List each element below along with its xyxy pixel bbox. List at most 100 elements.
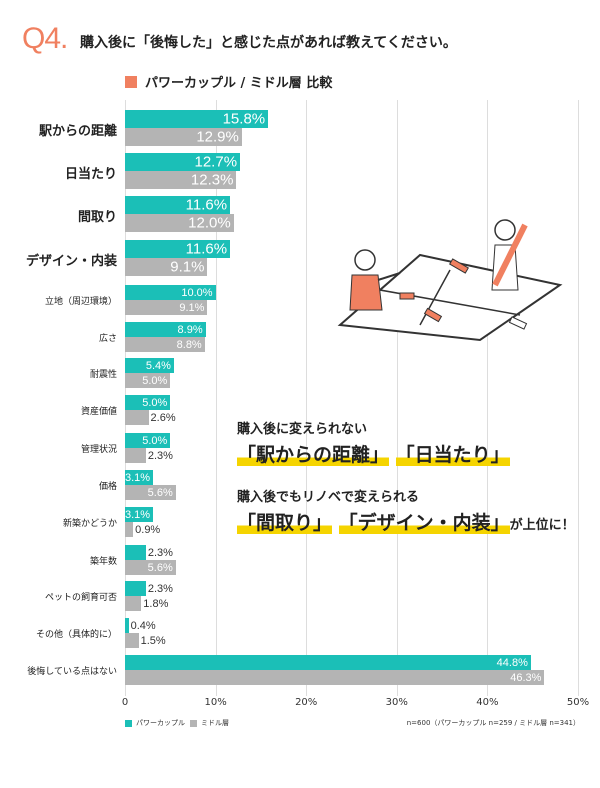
middle-bar: 1.8% xyxy=(125,596,168,611)
power-bar: 0.4% xyxy=(125,618,156,633)
value-label: 11.6% xyxy=(185,196,228,214)
value-label: 12.9% xyxy=(196,128,239,146)
value-label: 12.7% xyxy=(194,153,238,171)
power-bar: 2.3% xyxy=(125,545,173,560)
gridline xyxy=(396,100,398,696)
value-label: 44.8% xyxy=(496,656,528,669)
value-label: 1.5% xyxy=(140,634,166,647)
category-label: 広さ xyxy=(98,333,117,344)
value-label: 5.6% xyxy=(147,561,173,574)
category-label: その他（具体的に） xyxy=(35,629,117,640)
value-label: 12.0% xyxy=(188,214,231,232)
question-number: Q4. xyxy=(22,22,68,55)
value-label: 11.6% xyxy=(185,240,228,258)
highlight-station-distance: 「駅からの距離」 xyxy=(237,444,390,466)
sample-note: n=600（パワーカップル n=259 / ミドル層 n=341） xyxy=(406,719,580,727)
category-label: 管理状況 xyxy=(80,444,117,455)
subtitle-text: パワーカップル / ミドル層 比較 xyxy=(145,76,333,91)
power-bar: 11.6% xyxy=(125,196,231,214)
legend-middle: ミドル層 xyxy=(190,718,229,728)
category-label: 後悔している点はない xyxy=(27,666,117,677)
value-label: 2.6% xyxy=(150,411,176,424)
annotation-line1: 購入後に変えられない xyxy=(237,422,368,437)
category-label: 資産価値 xyxy=(80,406,117,417)
value-label: 15.8% xyxy=(222,110,266,128)
power-bar: 5.0% xyxy=(125,395,171,410)
value-label: 5.0% xyxy=(142,396,168,409)
value-label: 5.4% xyxy=(145,359,171,372)
middle-bar: 5.0% xyxy=(125,373,171,388)
value-label: 2.3% xyxy=(147,582,173,595)
power-bar: 44.8% xyxy=(125,655,531,670)
middle-bar: 5.6% xyxy=(125,485,176,500)
middle-bar: 12.3% xyxy=(125,171,237,189)
legend-power: パワーカップル xyxy=(125,718,185,728)
legend-label-power: パワーカップル xyxy=(136,719,185,727)
value-label: 1.8% xyxy=(143,597,169,610)
x-tick-label: 50% xyxy=(566,697,590,708)
highlight-layout: 「間取り」 xyxy=(237,512,333,534)
category-label: デザイン・内装 xyxy=(25,253,117,269)
value-label: 9.1% xyxy=(179,301,205,314)
category-label: ペットの飼育可否 xyxy=(44,592,117,603)
chart-subtitle: パワーカップル / ミドル層 比較 xyxy=(125,72,332,91)
power-bar: 3.1% xyxy=(125,470,154,485)
power-bar: 3.1% xyxy=(125,507,154,522)
power-bar: 5.0% xyxy=(125,433,171,448)
middle-bar: 2.6% xyxy=(125,410,176,425)
x-tick-label: 0 xyxy=(121,697,129,708)
x-tick-label: 30% xyxy=(385,697,408,708)
power-bar: 5.4% xyxy=(125,358,174,373)
category-label: 築年数 xyxy=(89,556,117,567)
middle-bar: 2.3% xyxy=(125,448,173,463)
value-label: 3.1% xyxy=(125,508,151,521)
x-tick-label: 10% xyxy=(204,697,227,708)
middle-bar: 9.1% xyxy=(125,258,208,276)
middle-bar: 9.1% xyxy=(125,300,208,315)
annotation-highlight2: 「間取り」 「デザイン・内装」が上位に！ xyxy=(237,508,575,535)
category-label: 新築かどうか xyxy=(62,518,117,529)
legend-swatch-middle xyxy=(190,719,197,727)
power-bar: 12.7% xyxy=(125,153,241,171)
middle-bar: 8.8% xyxy=(125,337,205,352)
legend-swatch-power xyxy=(125,719,132,727)
annotation-line2: 購入後でもリノベで変えられる xyxy=(237,490,420,505)
middle-bar: 1.5% xyxy=(125,633,166,648)
value-label: 0.9% xyxy=(135,523,161,536)
value-label: 12.3% xyxy=(190,171,234,189)
category-label: 価格 xyxy=(98,481,117,492)
subtitle-marker-icon xyxy=(125,75,137,88)
power-bar: 10.0% xyxy=(125,285,216,300)
middle-bar: 0.9% xyxy=(125,522,160,537)
x-tick-label: 40% xyxy=(476,697,499,708)
middle-bar: 46.3% xyxy=(125,670,545,685)
value-label: 3.1% xyxy=(125,471,151,484)
gridline xyxy=(578,100,579,696)
annotation-tail: が上位に！ xyxy=(509,518,575,533)
page-title: 購入後に「後悔した」と感じた点があれば教えてください。 xyxy=(80,35,457,51)
annotation-highlight1: 「駅からの距離」 「日当たり」 xyxy=(237,440,510,467)
illustration xyxy=(337,219,563,342)
middle-bar: 5.6% xyxy=(125,560,176,575)
value-label: 8.8% xyxy=(176,338,202,351)
category-label: 立地（周辺環境） xyxy=(44,296,117,307)
value-label: 8.9% xyxy=(177,323,203,336)
legend-label-middle: ミドル層 xyxy=(201,719,229,727)
value-label: 0.4% xyxy=(130,619,156,632)
value-label: 5.0% xyxy=(142,434,168,447)
x-tick-label: 20% xyxy=(295,697,318,708)
value-label: 5.6% xyxy=(147,486,173,499)
power-bar: 2.3% xyxy=(125,581,173,596)
middle-bar: 12.0% xyxy=(125,214,234,232)
value-label: 10.0% xyxy=(181,286,213,299)
category-label: 駅からの距離 xyxy=(38,123,117,139)
category-label: 日当たり xyxy=(64,166,117,182)
value-label: 2.3% xyxy=(147,449,173,462)
category-label: 耐震性 xyxy=(89,369,117,380)
gridline xyxy=(487,100,489,696)
gridline xyxy=(215,100,217,696)
value-label: 2.3% xyxy=(147,546,173,559)
category-label: 間取り xyxy=(77,209,117,225)
gridline xyxy=(306,100,308,696)
